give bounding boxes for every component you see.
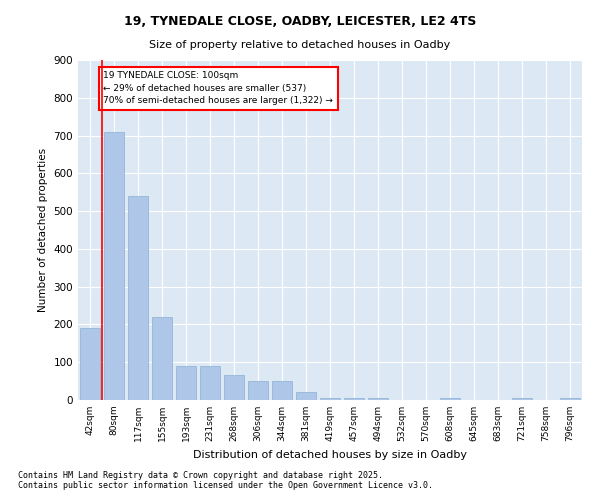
Text: 19, TYNEDALE CLOSE, OADBY, LEICESTER, LE2 4TS: 19, TYNEDALE CLOSE, OADBY, LEICESTER, LE… — [124, 15, 476, 28]
Text: Contains HM Land Registry data © Crown copyright and database right 2025.
Contai: Contains HM Land Registry data © Crown c… — [18, 470, 433, 490]
Bar — [152, 317, 172, 400]
Bar — [368, 398, 388, 400]
Y-axis label: Number of detached properties: Number of detached properties — [38, 148, 48, 312]
Bar — [440, 398, 460, 400]
Text: Size of property relative to detached houses in Oadby: Size of property relative to detached ho… — [149, 40, 451, 50]
Bar — [512, 398, 532, 400]
Bar — [320, 398, 340, 400]
Bar — [224, 376, 244, 400]
Bar — [560, 398, 580, 400]
Bar — [344, 398, 364, 400]
Bar — [176, 366, 196, 400]
Bar — [80, 328, 100, 400]
Bar — [248, 381, 268, 400]
Bar — [296, 392, 316, 400]
Bar — [128, 196, 148, 400]
Bar — [200, 366, 220, 400]
Bar — [272, 381, 292, 400]
Text: 19 TYNEDALE CLOSE: 100sqm
← 29% of detached houses are smaller (537)
70% of semi: 19 TYNEDALE CLOSE: 100sqm ← 29% of detac… — [103, 72, 333, 106]
Bar — [104, 132, 124, 400]
X-axis label: Distribution of detached houses by size in Oadby: Distribution of detached houses by size … — [193, 450, 467, 460]
